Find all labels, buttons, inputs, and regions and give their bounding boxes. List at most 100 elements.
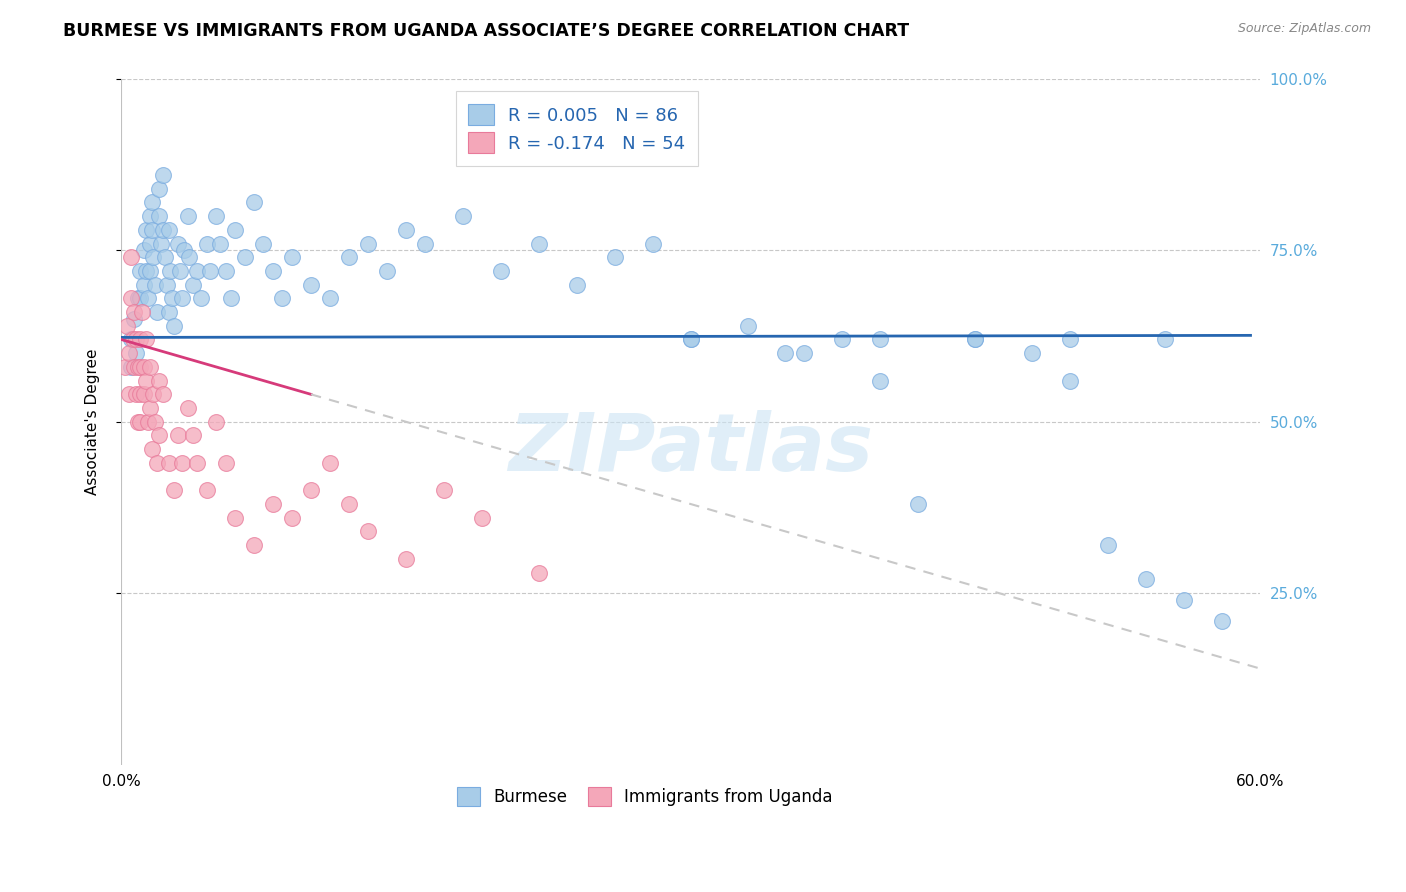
- Point: [127, 415, 149, 429]
- Point: [146, 456, 169, 470]
- Point: [124, 359, 146, 374]
- Point: [395, 552, 418, 566]
- Point: [163, 318, 186, 333]
- Point: [150, 236, 173, 251]
- Point: [114, 359, 136, 374]
- Point: [138, 236, 160, 251]
- Point: [129, 264, 152, 278]
- Point: [200, 264, 222, 278]
- Point: [120, 250, 142, 264]
- Point: [395, 223, 418, 237]
- Point: [141, 442, 163, 457]
- Point: [262, 497, 284, 511]
- Point: [129, 291, 152, 305]
- Point: [138, 264, 160, 278]
- Point: [169, 264, 191, 278]
- Point: [127, 291, 149, 305]
- Point: [170, 456, 193, 470]
- Point: [135, 264, 157, 278]
- Point: [135, 223, 157, 237]
- Point: [214, 264, 236, 278]
- Point: [142, 387, 165, 401]
- Point: [565, 277, 588, 292]
- Point: [132, 277, 155, 292]
- Point: [159, 264, 181, 278]
- Point: [124, 305, 146, 319]
- Point: [1173, 593, 1195, 607]
- Point: [120, 333, 142, 347]
- Point: [170, 291, 193, 305]
- Point: [156, 277, 179, 292]
- Point: [737, 318, 759, 333]
- Point: [129, 415, 152, 429]
- Point: [1154, 333, 1177, 347]
- Point: [132, 359, 155, 374]
- Point: [224, 223, 246, 237]
- Point: [195, 236, 218, 251]
- Point: [124, 312, 146, 326]
- Point: [157, 305, 180, 319]
- Point: [143, 277, 166, 292]
- Point: [186, 264, 208, 278]
- Point: [793, 346, 815, 360]
- Point: [299, 483, 322, 498]
- Point: [157, 456, 180, 470]
- Point: [205, 415, 228, 429]
- Point: [136, 291, 159, 305]
- Point: [679, 333, 702, 347]
- Point: [214, 456, 236, 470]
- Point: [135, 333, 157, 347]
- Point: [337, 497, 360, 511]
- Point: [125, 333, 148, 347]
- Point: [1211, 614, 1233, 628]
- Point: [120, 359, 142, 374]
- Point: [965, 333, 987, 347]
- Point: [129, 387, 152, 401]
- Point: [148, 182, 170, 196]
- Point: [262, 264, 284, 278]
- Point: [1135, 573, 1157, 587]
- Point: [132, 244, 155, 258]
- Point: [603, 250, 626, 264]
- Point: [152, 168, 174, 182]
- Point: [118, 346, 141, 360]
- Point: [127, 359, 149, 374]
- Point: [143, 415, 166, 429]
- Point: [224, 510, 246, 524]
- Point: [142, 250, 165, 264]
- Point: [775, 346, 797, 360]
- Point: [219, 291, 242, 305]
- Point: [148, 374, 170, 388]
- Point: [679, 333, 702, 347]
- Y-axis label: Associate's Degree: Associate's Degree: [86, 349, 100, 495]
- Point: [208, 236, 231, 251]
- Point: [869, 333, 891, 347]
- Point: [141, 195, 163, 210]
- Point: [233, 250, 256, 264]
- Point: [527, 236, 550, 251]
- Point: [357, 524, 380, 539]
- Point: [179, 250, 201, 264]
- Point: [176, 401, 198, 415]
- Point: [132, 387, 155, 401]
- Point: [162, 291, 184, 305]
- Point: [129, 333, 152, 347]
- Point: [271, 291, 294, 305]
- Point: [138, 359, 160, 374]
- Text: BURMESE VS IMMIGRANTS FROM UGANDA ASSOCIATE’S DEGREE CORRELATION CHART: BURMESE VS IMMIGRANTS FROM UGANDA ASSOCI…: [63, 22, 910, 40]
- Point: [131, 305, 153, 319]
- Point: [641, 236, 664, 251]
- Point: [907, 497, 929, 511]
- Point: [120, 291, 142, 305]
- Point: [135, 374, 157, 388]
- Point: [375, 264, 398, 278]
- Point: [205, 209, 228, 223]
- Point: [186, 456, 208, 470]
- Point: [190, 291, 212, 305]
- Point: [1059, 333, 1081, 347]
- Point: [167, 428, 190, 442]
- Text: ZIPatlas: ZIPatlas: [508, 410, 873, 488]
- Point: [181, 277, 204, 292]
- Point: [173, 244, 195, 258]
- Point: [319, 456, 342, 470]
